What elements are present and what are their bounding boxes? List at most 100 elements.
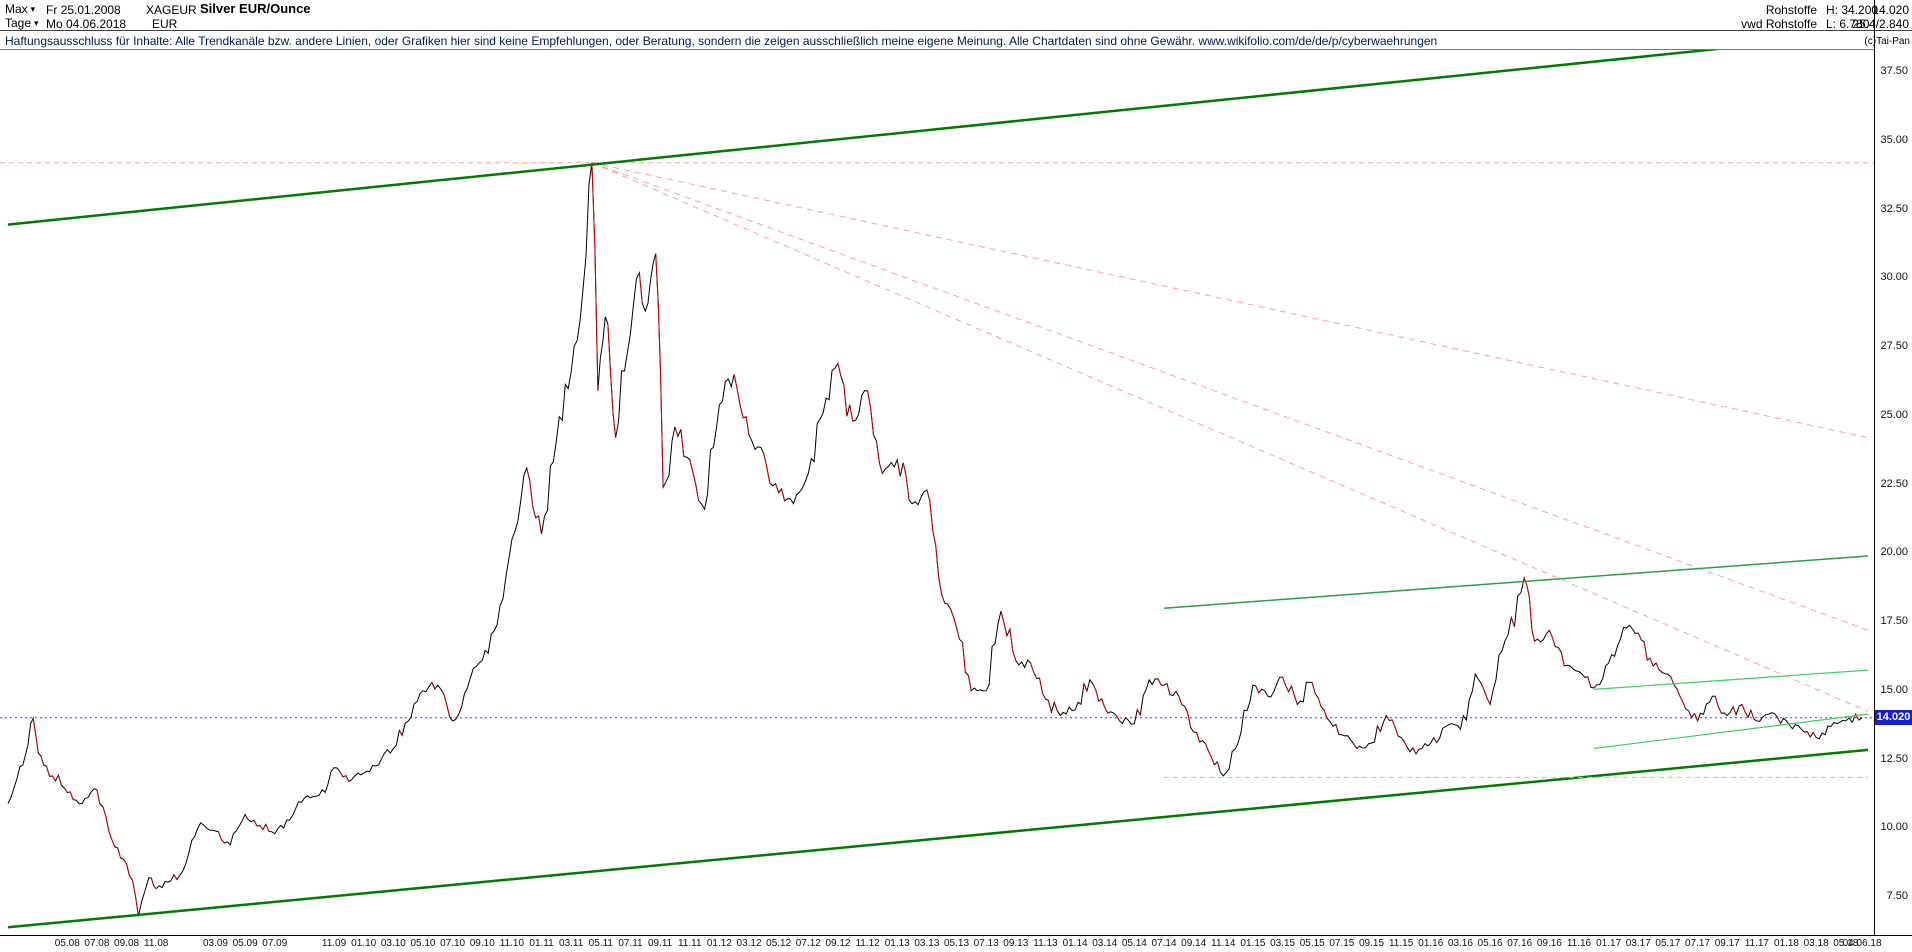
x-axis-label: 09.12	[825, 938, 851, 949]
x-axis-label: 03.09	[202, 938, 228, 949]
x-axis-label: 09.14	[1181, 938, 1207, 949]
copyright-label: (c)Tai-Pan	[1864, 36, 1910, 47]
downtrend-fan-from-2011-peak-2	[591, 162, 1869, 631]
x-axis-label: 05.09	[232, 938, 258, 949]
x-axis-label: 01.17	[1596, 938, 1622, 949]
y-axis-label: 12.50	[1880, 752, 1908, 765]
x-axis-label: 07.10	[440, 938, 466, 949]
x-axis-label: 01.18	[1773, 938, 1799, 949]
period-dropdown-label: Tage	[5, 16, 32, 30]
currency-code: EUR	[152, 17, 178, 31]
y-axis-label: 20.00	[1880, 546, 1908, 559]
last-price-badge: 14.020	[1875, 709, 1912, 725]
x-axis-label: 07.13	[973, 938, 999, 949]
wikifolio-link[interactable]: www.wikifolio.com/de/de/p/cyberwaehrunge…	[1198, 34, 1438, 48]
x-axis-label: 09.10	[469, 938, 495, 949]
x-axis-label: 07.14	[1151, 938, 1177, 949]
x-axis-label: 11.12	[855, 938, 880, 949]
x-axis-label: 03.10	[380, 938, 406, 949]
x-axis-label: 03.14	[1092, 938, 1118, 949]
x-axis-label: 03.11	[559, 938, 584, 949]
downtrend-fan-from-2011-peak-3	[591, 162, 1869, 712]
x-axis-label: 03.12	[736, 938, 762, 949]
y-axis-label: 17.50	[1880, 615, 1908, 627]
y-axis-label: 32.50	[1880, 202, 1908, 215]
range-dropdown-label: Max	[5, 2, 28, 16]
x-axis-label: 03.13	[914, 938, 940, 949]
primary-channel-lower	[7, 748, 1869, 929]
chart-end-date: Mo 04.06.2018	[46, 17, 127, 31]
disclaimer-text: Haftungsausschluss für Inhalte: Alle Tre…	[5, 34, 1199, 48]
x-axis-label: 07.11	[618, 938, 643, 949]
x-axis-label: 04.06.18	[1842, 938, 1882, 949]
x-axis-label: 05.12	[766, 938, 792, 949]
x-axis-label: 05.17	[1655, 938, 1681, 949]
period-dropdown[interactable]: Tage ▾	[5, 17, 39, 29]
x-axis-label: 09.13	[1003, 938, 1029, 949]
y-axis-label: 10.00	[1880, 821, 1908, 834]
x-axis-label: 01.11	[529, 938, 554, 949]
x-axis-label: 11.14	[1211, 938, 1236, 949]
x-axis-label: 01.14	[1062, 938, 1088, 949]
primary-channel-upper	[7, 50, 1720, 226]
x-axis-label: 09.17	[1714, 938, 1740, 949]
price-chart-canvas[interactable]	[0, 50, 1874, 935]
y-axis-label: 30.00	[1880, 271, 1908, 284]
minor-channel-upper	[1593, 669, 1869, 690]
x-axis-label: 07.17	[1685, 938, 1711, 949]
chart-header: Max ▾ Tage ▾ Fr 25.01.2008 Mo 04.06.2018…	[0, 0, 1912, 31]
minor-channel-lower	[1593, 713, 1869, 750]
low-value: L: 6.780	[1826, 17, 1870, 31]
x-axis-label: 07.08	[84, 938, 110, 949]
x-axis-label: 05.13	[944, 938, 970, 949]
x-axis-label: 07.09	[262, 938, 288, 949]
x-axis-label: 05.08	[54, 938, 80, 949]
price-down-moves	[32, 162, 1860, 917]
x-axis-label: 11.08	[144, 938, 169, 949]
chevron-down-icon: ▾	[30, 3, 36, 14]
x-axis-label: 09.16	[1536, 938, 1562, 949]
plot-right-border	[1874, 0, 1875, 935]
y-axis-label: 27.50	[1880, 340, 1908, 352]
x-axis-label: 03.15	[1270, 938, 1296, 949]
x-axis-label: 07.12	[795, 938, 821, 949]
x-axis-label: 01.13	[884, 938, 910, 949]
y-axis-label: 25.00	[1880, 408, 1908, 421]
symbol-code: XAGEUR	[146, 3, 197, 17]
x-axis-label: 03.18	[1803, 938, 1829, 949]
x-axis-label: 11.17	[1744, 938, 1769, 949]
channel-values: 25.4/2.840	[1852, 17, 1909, 31]
x-axis-label: 11.16	[1566, 938, 1592, 949]
chart-start-date: Fr 25.01.2008	[46, 3, 121, 17]
last-price-quote: 14.020	[1872, 3, 1909, 17]
x-axis-label: 03.16	[1447, 938, 1473, 949]
y-axis: 37.50 35.00 32.50 30.00 27.50 25.00 22.50 20.00…	[1875, 0, 1912, 935]
chevron-down-icon: ▾	[34, 17, 39, 28]
x-axis-label: 01.10	[351, 938, 377, 949]
x-axis-label: 05.10	[410, 938, 436, 949]
category-label: Rohstoffe	[1765, 3, 1817, 17]
x-axis-label: 11.09	[321, 938, 347, 949]
range-dropdown[interactable]: Max ▾	[5, 3, 35, 15]
instrument-title: Silver EUR/Ounce	[200, 1, 311, 16]
y-axis-label: 7.50	[1886, 890, 1908, 902]
x-axis-label: 09.11	[647, 938, 673, 949]
high-value: H: 34.200	[1826, 3, 1879, 17]
x-axis-label: 11.10	[499, 938, 525, 949]
x-axis-label: 01.16	[1418, 938, 1444, 949]
x-axis-label: 05.18	[1833, 938, 1859, 949]
y-axis-label: 35.00	[1880, 133, 1908, 146]
x-axis-label: 07.15	[1329, 938, 1355, 949]
downtrend-fan-from-2011-peak-1	[591, 162, 1869, 439]
x-axis-label: 11.15	[1388, 938, 1414, 949]
x-axis-label: 03.17	[1625, 938, 1651, 949]
x-axis-label: 05.16	[1477, 938, 1503, 949]
x-axis: 05.08 07.08 09.08 11.08 03.09 05.09 07.09 11.09…	[0, 935, 1912, 952]
y-axis-label: 15.00	[1880, 683, 1908, 696]
x-axis-label: 01.12	[706, 938, 732, 949]
x-axis-label: 11.11	[677, 938, 702, 949]
x-axis-label: 05.11	[588, 938, 613, 949]
x-axis-label: 07.16	[1507, 938, 1533, 949]
